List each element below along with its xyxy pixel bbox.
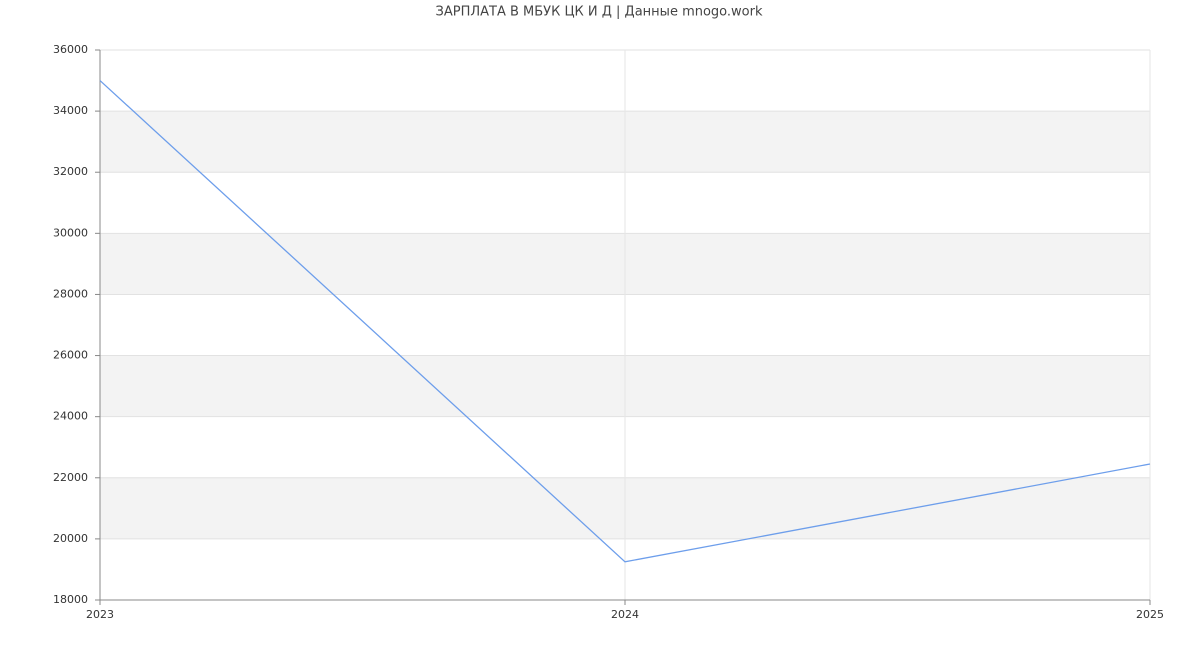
y-tick-label: 26000	[53, 349, 88, 362]
x-tick-label: 2024	[611, 608, 639, 621]
y-tick-label: 36000	[53, 43, 88, 56]
y-tick-label: 22000	[53, 471, 88, 484]
x-tick-label: 2025	[1136, 608, 1164, 621]
y-tick-label: 32000	[53, 165, 88, 178]
y-tick-label: 30000	[53, 226, 88, 239]
x-tick-label: 2023	[86, 608, 114, 621]
y-tick-label: 20000	[53, 532, 88, 545]
y-tick-label: 18000	[53, 593, 88, 606]
line-series	[99, 80, 1151, 563]
y-tick-label: 24000	[53, 410, 88, 423]
chart-title: ЗАРПЛАТА В МБУК ЦК И Д | Данные mnogo.wo…	[436, 5, 763, 20]
y-tick-label: 28000	[53, 287, 88, 300]
y-tick-label: 34000	[53, 104, 88, 117]
